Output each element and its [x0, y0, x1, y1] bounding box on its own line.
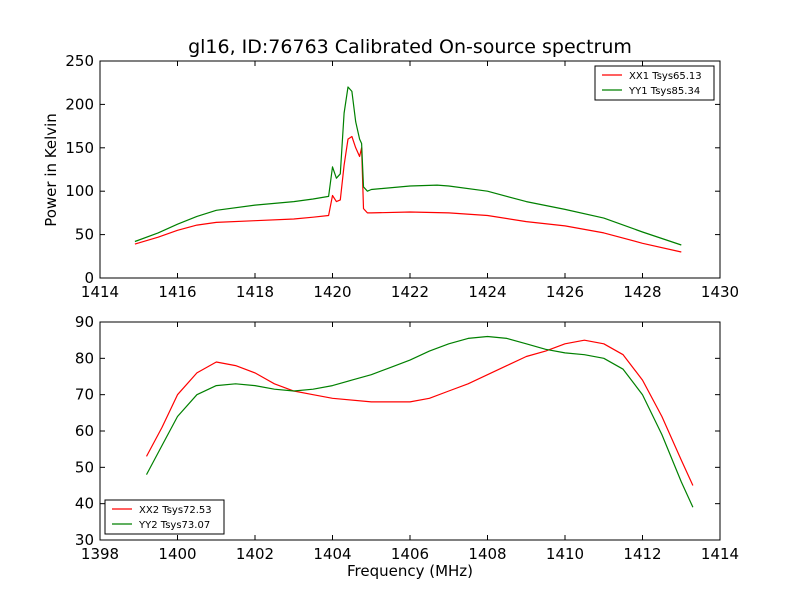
x-tick-label: 1430 — [701, 283, 739, 301]
plot-bottom-xlabel: Frequency (MHz) — [347, 562, 473, 580]
y-tick-label: 0 — [84, 269, 94, 287]
y-tick-label: 70 — [75, 386, 94, 404]
y-tick-label: 50 — [75, 226, 94, 244]
y-tick-label: 80 — [75, 349, 94, 367]
plot-bottom: 1398 1400 1402 1404 1406 1408 1410 1412 1414 30 4… — [75, 313, 739, 580]
y-tick-label: 100 — [65, 182, 94, 200]
y-tick-label: 40 — [75, 495, 94, 513]
x-tick-label: 1404 — [313, 545, 351, 563]
legend-box — [104, 499, 225, 535]
x-tick-label: 1428 — [623, 283, 661, 301]
legend-label-yy2: YY2 Tsys73.07 — [138, 520, 210, 531]
x-tick-label: 1426 — [546, 283, 584, 301]
series-line-yy1 — [134, 86, 682, 246]
x-tick-label: 1422 — [391, 283, 429, 301]
y-tick-label: 60 — [75, 422, 94, 440]
series-line-yy2 — [145, 335, 694, 508]
legend-box — [594, 65, 715, 101]
x-tick-label: 1398 — [81, 545, 119, 563]
x-tick-label: 1400 — [158, 545, 196, 563]
plot-top-legend: XX1 Tsys65.13 YY1 Tsys85.34 — [594, 65, 715, 101]
y-tick-label: 90 — [75, 313, 94, 331]
plot-bottom-yticks: 30 40 50 60 70 80 90 — [75, 313, 720, 549]
x-tick-label: 1406 — [391, 545, 429, 563]
x-tick-label: 1410 — [546, 545, 584, 563]
plot-top-ylabel: Power in Kelvin — [42, 113, 60, 227]
y-tick-label: 50 — [75, 458, 94, 476]
x-tick-label: 1412 — [623, 545, 661, 563]
y-tick-label: 30 — [75, 531, 94, 549]
x-tick-label: 1416 — [158, 283, 196, 301]
x-tick-label: 1420 — [313, 283, 351, 301]
y-tick-label: 250 — [65, 52, 94, 70]
plot-bottom-xticks: 1398 1400 1402 1404 1406 1408 1410 1412 1414 — [81, 322, 739, 563]
legend-label-xx1: XX1 Tsys65.13 — [629, 71, 702, 82]
series-line-xx2 — [145, 339, 694, 486]
y-tick-label: 150 — [65, 139, 94, 157]
plot-top-yticks: 0 50 100 150 200 250 — [65, 52, 720, 287]
plot-bottom-legend: XX2 Tsys72.53 YY2 Tsys73.07 — [104, 499, 225, 535]
x-tick-label: 1424 — [468, 283, 506, 301]
x-tick-label: 1414 — [81, 283, 119, 301]
plot-top-series — [134, 86, 682, 253]
x-tick-label: 1414 — [701, 545, 739, 563]
plot-top: gl16, ID:76763 Calibrated On-source spec… — [42, 36, 739, 301]
x-tick-label: 1408 — [468, 545, 506, 563]
x-tick-label: 1418 — [236, 283, 274, 301]
legend-label-xx2: XX2 Tsys72.53 — [139, 505, 212, 516]
chart-title: gl16, ID:76763 Calibrated On-source spec… — [188, 36, 632, 58]
plot-bottom-series — [145, 335, 694, 508]
y-tick-label: 200 — [65, 95, 94, 113]
series-line-xx1 — [134, 135, 682, 253]
x-tick-label: 1402 — [236, 545, 274, 563]
plot-top-xticks: 1414 1416 1418 1420 1422 1424 1426 1428 1430 — [81, 61, 739, 301]
legend-label-yy1: YY1 Tsys85.34 — [628, 86, 700, 97]
